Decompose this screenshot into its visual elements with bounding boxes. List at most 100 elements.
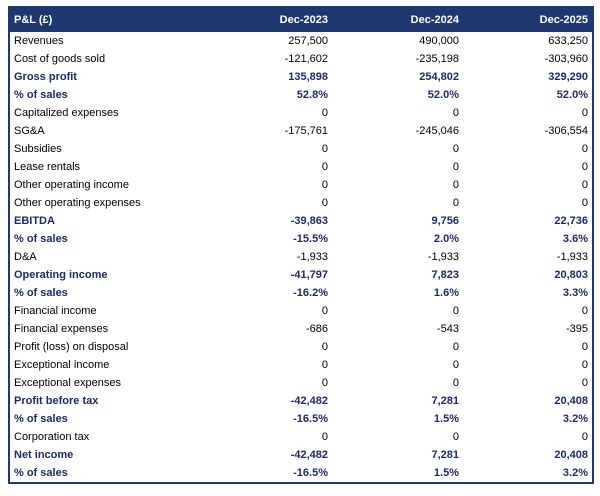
value-cell: 0 <box>581 305 588 317</box>
table-row: Exceptional expenses 0 0 0 <box>9 374 593 392</box>
value-cell: 7,281 <box>431 395 459 407</box>
table-row: Other operating income 0 0 0 <box>9 176 593 194</box>
value-cell: -543 <box>436 323 459 335</box>
value-cell: 7,823 <box>431 269 459 281</box>
table-row: Exceptional income 0 0 0 <box>9 356 593 374</box>
table-row: EBITDA -39,863 9,756 22,736 <box>9 212 593 230</box>
value-cell: 20,408 <box>554 395 588 407</box>
value-cell: 3.3% <box>562 287 588 299</box>
value-cell: -175,761 <box>284 125 328 137</box>
table-body: Revenues 257,500 490,000 633,250 Cost of goo… <box>9 32 593 483</box>
value-cell: -235,198 <box>415 53 459 65</box>
value-cell: -395 <box>565 323 588 335</box>
value-cell: 0 <box>581 161 588 173</box>
row-label: Subsidies <box>14 143 62 155</box>
header-cell: P&L (£) <box>9 7 209 32</box>
value-cell: -16.5% <box>293 467 328 479</box>
pl-table: P&L (£) Dec-2023 Dec-2024 Dec-2025 Reven… <box>8 6 594 484</box>
value-cell: 0 <box>452 179 459 191</box>
row-label: Corporation tax <box>14 431 90 443</box>
value-cell: 0 <box>321 305 328 317</box>
value-cell: 7,281 <box>431 449 459 461</box>
value-cell: 0 <box>452 107 459 119</box>
table-row: Corporation tax 0 0 0 <box>9 428 593 446</box>
value-cell: 254,802 <box>419 71 459 83</box>
header-row: P&L (£) Dec-2023 Dec-2024 Dec-2025 <box>9 7 593 32</box>
table-row: Cost of goods sold -121,602 -235,198 -303,9… <box>9 50 593 68</box>
row-label: Operating income <box>14 269 108 281</box>
value-cell: 0 <box>581 359 588 371</box>
table-row: Profit before tax -42,482 7,281 20,408 <box>9 392 593 410</box>
value-cell: 0 <box>581 143 588 155</box>
value-cell: 1.5% <box>433 467 459 479</box>
table-row: % of sales -15.5% 2.0% 3.6% <box>9 230 593 248</box>
row-label: Net income <box>14 449 74 461</box>
value-cell: 135,898 <box>288 71 328 83</box>
row-label: Other operating expenses <box>14 197 141 209</box>
row-label: EBITDA <box>14 215 55 227</box>
value-cell: 52.8% <box>296 89 328 101</box>
value-cell: 0 <box>452 197 459 209</box>
value-cell: 0 <box>452 161 459 173</box>
value-cell: 0 <box>581 197 588 209</box>
value-cell: 490,000 <box>419 35 459 47</box>
value-cell: 0 <box>321 431 328 443</box>
row-label: D&A <box>14 251 37 263</box>
value-cell: -303,960 <box>544 53 588 65</box>
value-cell: 0 <box>321 179 328 191</box>
table-row: Other operating expenses 0 0 0 <box>9 194 593 212</box>
table-row: Financial expenses -686 -543 -395 <box>9 320 593 338</box>
value-cell: 52.0% <box>556 89 588 101</box>
value-cell: 329,290 <box>548 71 588 83</box>
value-cell: 0 <box>581 431 588 443</box>
value-cell: -1,933 <box>296 251 328 263</box>
value-cell: -306,554 <box>544 125 588 137</box>
table-row: % of sales 52.8% 52.0% 52.0% <box>9 86 593 104</box>
value-cell: 1.5% <box>433 413 459 425</box>
value-cell: 0 <box>452 305 459 317</box>
row-label: % of sales <box>14 233 68 245</box>
table-row: Subsidies 0 0 0 <box>9 140 593 158</box>
table-row: Gross profit 135,898 254,802 329,290 <box>9 68 593 86</box>
value-cell: -1,933 <box>556 251 588 263</box>
value-cell: 3.6% <box>562 233 588 245</box>
value-cell: 1.6% <box>433 287 459 299</box>
value-cell: 3.2% <box>562 467 588 479</box>
table-row: Capitalized expenses 0 0 0 <box>9 104 593 122</box>
row-label: Other operating income <box>14 179 129 191</box>
value-cell: 52.0% <box>427 89 459 101</box>
value-cell: 2.0% <box>433 233 459 245</box>
table-row: D&A -1,933 -1,933 -1,933 <box>9 248 593 266</box>
value-cell: 633,250 <box>548 35 588 47</box>
value-cell: -42,482 <box>290 449 328 461</box>
row-label: % of sales <box>14 287 68 299</box>
header-cell: Dec-2023 <box>209 7 332 32</box>
value-cell: 0 <box>321 107 328 119</box>
row-label: Gross profit <box>14 71 77 83</box>
row-label: Profit (loss) on disposal <box>14 341 129 353</box>
value-cell: 0 <box>581 179 588 191</box>
value-cell: 20,408 <box>554 449 588 461</box>
row-label: Financial expenses <box>14 323 109 335</box>
row-label: Cost of goods sold <box>14 53 106 65</box>
row-label: SG&A <box>14 125 45 137</box>
table-row: Net income -42,482 7,281 20,408 <box>9 446 593 464</box>
value-cell: -42,482 <box>290 395 328 407</box>
value-cell: -16.2% <box>293 287 328 299</box>
value-cell: -41,797 <box>290 269 328 281</box>
value-cell: 0 <box>321 377 328 389</box>
value-cell: -686 <box>305 323 328 335</box>
table-row: Profit (loss) on disposal 0 0 0 <box>9 338 593 356</box>
row-label: Exceptional income <box>14 359 110 371</box>
row-label: Capitalized expenses <box>14 107 119 119</box>
value-cell: 0 <box>581 377 588 389</box>
value-cell: -39,863 <box>290 215 328 227</box>
table-row: % of sales -16.2% 1.6% 3.3% <box>9 284 593 302</box>
table-row: % of sales -16.5% 1.5% 3.2% <box>9 410 593 428</box>
value-cell: 3.2% <box>562 413 588 425</box>
row-label: Exceptional expenses <box>14 377 122 389</box>
value-cell: 0 <box>581 341 588 353</box>
value-cell: 0 <box>452 143 459 155</box>
value-cell: 0 <box>452 359 459 371</box>
table-header: P&L (£) Dec-2023 Dec-2024 Dec-2025 <box>9 7 593 32</box>
